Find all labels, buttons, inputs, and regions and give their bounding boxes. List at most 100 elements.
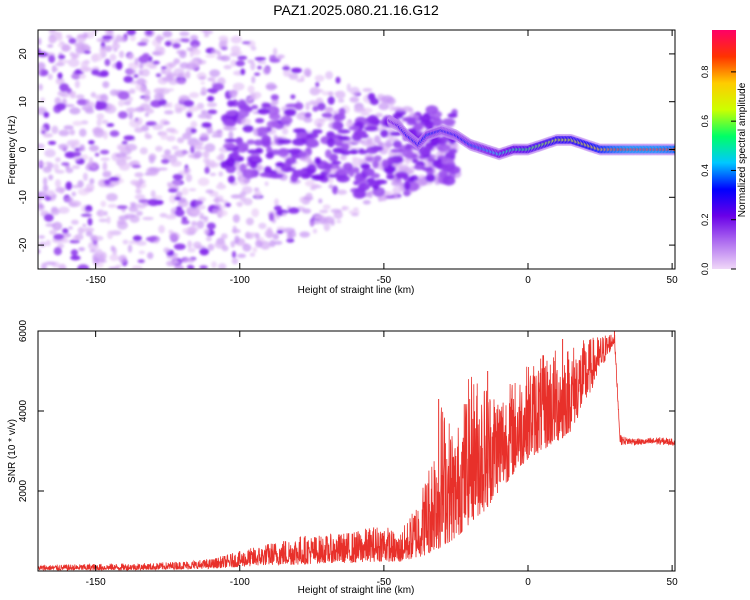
spectral-blob [247,149,258,154]
spectral-blob [163,247,170,253]
spectral-blob [290,174,299,183]
spectral-blob [177,73,184,77]
spectral-blob [174,150,187,157]
spectral-blob [131,164,142,169]
spectral-blob [94,152,100,157]
spectral-blob [329,167,337,175]
spectral-blob [174,264,185,269]
spectral-blob [229,53,240,57]
spectral-blob [96,209,105,217]
spectral-blob [314,88,324,93]
spectral-blob [273,47,278,57]
spectral-blob [71,184,80,189]
spectral-blob [247,85,255,93]
snr-y-axis-label: SNR (10 * v/v) [7,419,18,483]
spectral-blob [212,83,224,91]
spectral-blob [305,192,313,201]
spectral-blob [385,139,392,149]
spectral-blob [187,247,196,253]
spectral-blob [407,181,419,192]
spectral-blob [310,185,323,189]
colorbar-tick-label: 0.4 [700,164,710,177]
snr-y-tick-label: 2000 [18,479,29,502]
spectral-blob [103,211,108,216]
spectral-blob [296,112,308,121]
spectrogram-y-tick-label: 20 [18,48,29,60]
spectral-blob [378,97,383,101]
spectral-blob [203,157,211,164]
spectral-blob [211,134,222,138]
spectral-blob [254,232,260,240]
spectral-blob [172,42,181,49]
spectral-blob [133,74,139,78]
spectral-blob [162,76,174,82]
spectral-blob [348,125,360,131]
spectral-blob [250,156,261,162]
spectral-blob [163,70,173,75]
spectral-blob [216,183,227,190]
spectral-blob [185,62,197,70]
spectral-blob [177,79,186,85]
spectral-blob [232,225,237,234]
spectral-blob [152,60,160,65]
spectral-blob [424,120,435,130]
spectral-blob [127,244,133,253]
spectral-blob [241,41,251,45]
spectral-blob [79,128,87,137]
spectral-blob [312,105,319,112]
spectral-blob [93,235,104,241]
spectral-blob [214,196,220,204]
spectral-blob [403,189,411,197]
spectral-blob [314,157,322,165]
spectral-blob [327,96,335,105]
spectral-blob [58,206,70,214]
spectral-blob [346,83,351,92]
spectral-blob [316,122,322,129]
spectral-blob [378,102,390,111]
spectral-blob [137,42,148,46]
spectral-blob [163,121,171,125]
spectral-blob [198,76,206,80]
spectral-blob [318,198,323,204]
spectral-blob [74,69,82,75]
spectral-blob [364,126,379,132]
spectral-blob [85,210,90,214]
spectrogram-x-tick-label: 50 [667,275,679,286]
spectral-blob [82,223,87,228]
spectral-blob [148,167,161,173]
spectral-blob [242,168,256,179]
spectral-blob [53,247,62,256]
spectral-blob [366,137,374,144]
spectral-blob [38,83,43,91]
spectral-blob [131,265,143,269]
spectral-blob [43,213,54,222]
spectral-blob [38,235,45,239]
spectral-blob [387,156,395,166]
spectral-blob [354,187,367,193]
spectral-blob [414,122,424,131]
spectral-blob [144,132,150,139]
spectral-blob [365,156,374,162]
spectral-blob [218,35,229,42]
spectral-blob [331,160,342,165]
spectral-blob [191,48,201,56]
spectral-blob [85,231,93,237]
spectral-blob [309,100,317,106]
spectral-blob [335,76,341,84]
spectral-blob [159,213,168,218]
spectral-blob [117,146,125,149]
spectral-blob [251,104,259,110]
spectral-blob [103,170,112,175]
spectral-blob [174,108,183,114]
spectral-blob [145,30,153,36]
spectral-blob [337,98,345,103]
spectral-blob [81,105,94,111]
spectrogram-marks [38,30,675,269]
spectral-blob [140,84,146,94]
spectral-blob [100,157,110,161]
spectral-blob [193,241,202,249]
spectral-blob [129,88,136,94]
spectral-blob [47,73,53,80]
spectral-blob [225,164,236,174]
